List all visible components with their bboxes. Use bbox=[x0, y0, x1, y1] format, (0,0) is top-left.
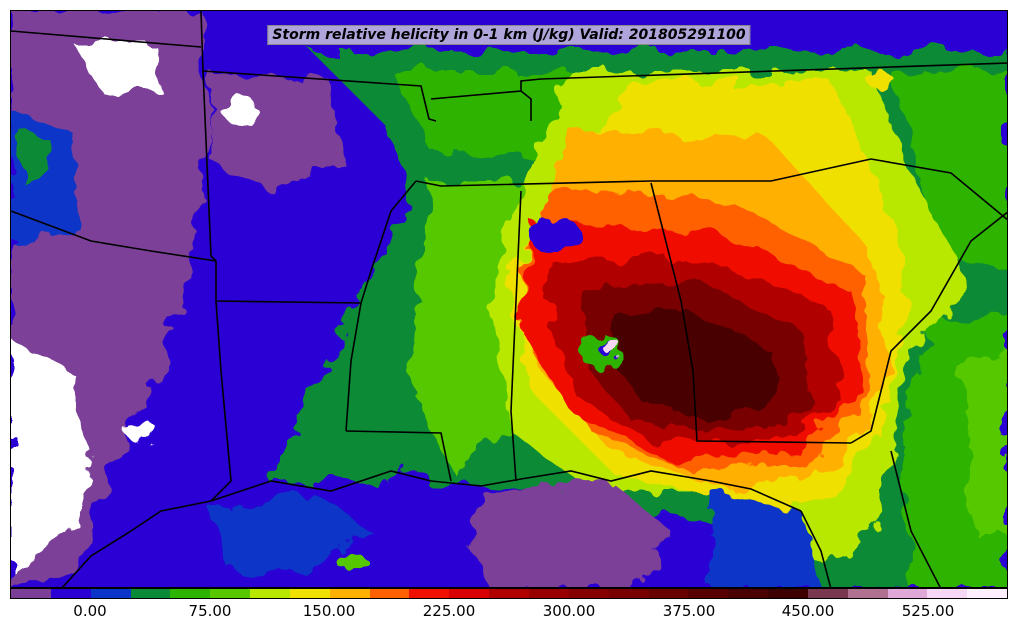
coastline bbox=[61, 500, 212, 587]
colorbar-segment bbox=[130, 589, 171, 598]
colorbar-tick: 300.00 bbox=[542, 602, 596, 620]
colorbar-segment bbox=[847, 589, 888, 598]
colorbar-tick: 150.00 bbox=[302, 602, 356, 620]
coastline bbox=[800, 510, 832, 587]
border-line bbox=[520, 90, 532, 121]
colorbar-segment bbox=[768, 589, 808, 598]
colorbar-tick: 450.00 bbox=[781, 602, 835, 620]
map-panel: Storm relative helicity in 0-1 km (J/kg)… bbox=[10, 10, 1008, 588]
border-line bbox=[202, 70, 217, 262]
colorbar-tick: 0.00 bbox=[73, 602, 107, 620]
border-line bbox=[415, 158, 872, 187]
border-line bbox=[510, 190, 522, 482]
border-line bbox=[650, 182, 852, 444]
colorbar-segment bbox=[528, 589, 569, 598]
border-line bbox=[11, 210, 217, 262]
colorbar-segment bbox=[11, 589, 51, 598]
colorbar bbox=[10, 588, 1008, 599]
border-line bbox=[870, 158, 1007, 221]
colorbar-segment bbox=[90, 589, 131, 598]
colorbar-segment bbox=[489, 589, 529, 598]
colorbar-segment bbox=[329, 589, 370, 598]
colorbar-segment bbox=[927, 589, 968, 598]
coastline bbox=[210, 470, 432, 502]
srh-map bbox=[11, 11, 1007, 587]
colorbar-tick: 75.00 bbox=[188, 602, 232, 620]
coastline bbox=[890, 450, 941, 587]
colorbar-segment bbox=[369, 589, 410, 598]
colorbar-segment bbox=[887, 589, 928, 598]
colorbar-segment bbox=[648, 589, 689, 598]
colorbar-segment bbox=[807, 589, 848, 598]
border-line bbox=[11, 30, 202, 48]
border-line bbox=[345, 430, 452, 482]
colorbar-segment bbox=[250, 589, 290, 598]
map-title: Storm relative helicity in 0-1 km (J/kg)… bbox=[267, 25, 751, 45]
border-line bbox=[430, 62, 1007, 100]
gulf-purple-region bbox=[471, 481, 671, 587]
nw-white-patch bbox=[71, 41, 161, 91]
colorbar-segment bbox=[568, 589, 609, 598]
colorbar-tick: 525.00 bbox=[901, 602, 955, 620]
colorbar-segment bbox=[210, 589, 251, 598]
small-patches bbox=[126, 73, 895, 569]
colorbar-segment bbox=[409, 589, 450, 598]
blue-patch bbox=[531, 216, 581, 256]
maroon-core bbox=[611, 311, 781, 421]
colorbar-segment bbox=[289, 589, 330, 598]
colorbar-segment bbox=[728, 589, 769, 598]
colorbar-tick: 225.00 bbox=[422, 602, 476, 620]
border-line bbox=[345, 180, 417, 432]
coastline bbox=[430, 470, 802, 512]
colorbar-labels: 0.00 75.00 150.00 225.00 300.00 375.00 4… bbox=[10, 602, 1008, 624]
colorbar-segment bbox=[608, 589, 649, 598]
boundaries bbox=[11, 11, 1007, 587]
colorbar-segment bbox=[170, 589, 211, 598]
border-line bbox=[210, 300, 232, 502]
colorbar-segment bbox=[50, 589, 91, 598]
colorbar-tick: 375.00 bbox=[662, 602, 716, 620]
border-line bbox=[200, 11, 437, 122]
coastline bbox=[850, 211, 1007, 444]
west-white-region bbox=[11, 341, 91, 571]
colorbar-segment bbox=[449, 589, 490, 598]
colorbar-segment bbox=[688, 589, 729, 598]
colorbar-segment bbox=[967, 589, 1008, 598]
pink-max bbox=[601, 339, 621, 353]
